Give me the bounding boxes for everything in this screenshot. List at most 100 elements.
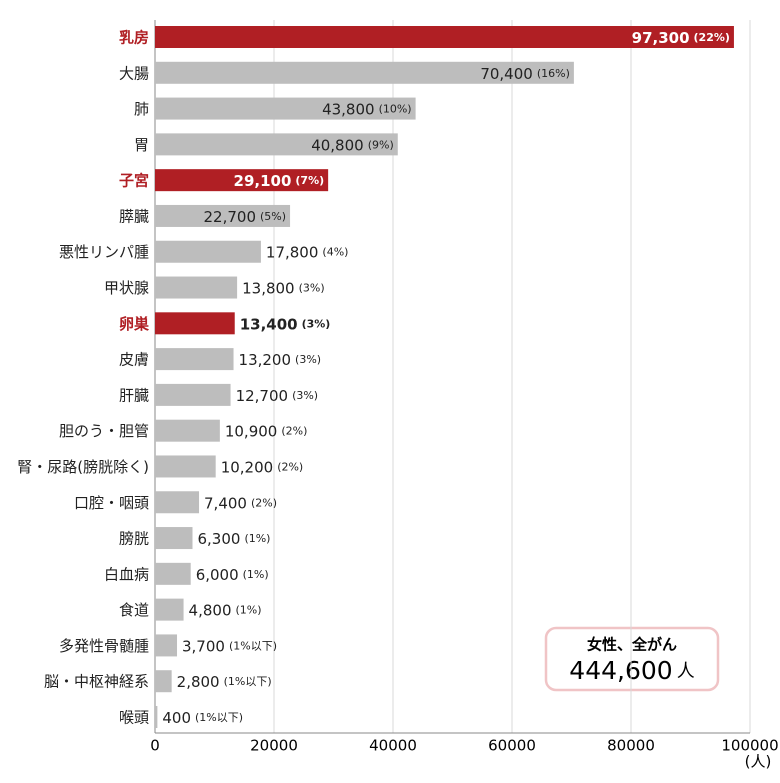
bar [155,455,216,478]
bar [155,634,178,657]
total-title: 女性、全がん [587,636,677,654]
value-text: 2,800 [177,673,220,691]
category-label: 口腔・咽頭 [74,494,149,512]
bar [155,133,398,156]
value-text: 4,800 [189,601,232,619]
x-tick-label: 60000 [488,737,536,755]
value-label: 17,800 (4%) [266,243,349,261]
percent-text: (10%) [379,103,412,116]
value-label: 22,700 (5%) [204,207,287,225]
value-label: 97,300 (22%) [632,29,730,47]
bar [155,61,574,84]
value-label: 40,800 (9%) [311,136,394,154]
value-text: 10,200 [221,458,274,476]
value-label: 43,800 (10%) [322,100,412,118]
percent-text: (2%) [281,425,307,438]
category-label: 胆のう・胆管 [59,422,149,440]
total-value: 444,600 [569,656,672,685]
value-text: 22,700 [204,207,257,225]
bar [155,670,172,693]
percent-text: (7%) [295,174,324,187]
category-label: 腎・尿路(膀胱除く) [17,458,149,476]
bar [155,312,235,335]
category-label: 膀胱 [119,530,149,548]
percent-text: (1%) [236,604,262,617]
value-label: 6,300 (1%) [197,530,270,548]
bar [155,169,329,192]
x-tick-label: 0 [150,737,160,755]
value-text: 10,900 [225,422,277,440]
percent-text: (1%以下) [224,675,272,688]
category-label: 胃 [134,136,149,154]
value-text: 6,000 [196,565,239,583]
bar [155,240,261,263]
x-tick-label: 40000 [369,737,417,755]
value-label: 29,100 (7%) [234,172,325,190]
category-label: 子宮 [119,172,149,190]
category-label: 多発性骨髄腫 [59,637,149,655]
percent-text: (1%) [244,532,270,545]
value-text: 6,300 [197,530,240,548]
category-label: 乳房 [119,29,149,47]
percent-text: (4%) [322,246,348,259]
bar [155,562,191,585]
value-text: 40,800 [311,136,364,154]
bar [155,491,200,514]
x-unit: (人) [745,753,772,771]
category-label: 膵臓 [119,207,149,225]
bar [155,706,158,728]
percent-text: (1%以下) [229,639,277,652]
value-label: 12,700 (3%) [236,386,319,404]
category-label: 大腸 [119,64,149,82]
percent-text: (3%) [295,353,321,366]
value-text: 29,100 [234,172,292,190]
bar [155,204,291,227]
x-tick-label: 20000 [250,737,298,755]
category-label: 脳・中枢神経系 [44,673,149,691]
grid: 0 20000 40000 60000 80000 100000 [150,20,779,755]
bar [155,383,231,406]
value-text: 17,800 [266,243,319,261]
value-text: 43,800 [322,100,375,118]
category-label: 肝臓 [119,386,149,404]
value-label: 13,800 (3%) [242,279,325,297]
bar [155,419,220,442]
value-label: 400 (1%以下) [162,709,243,727]
value-text: 13,200 [239,351,291,369]
percent-text: (16%) [537,67,570,80]
percent-text: (2%) [277,460,303,473]
percent-text: (9%) [368,138,394,151]
category-label: 甲状腺 [104,279,149,297]
percent-text: (5%) [260,210,286,223]
category-label: 喉頭 [119,709,149,727]
value-label: 10,900 (2%) [225,422,308,440]
value-text: 7,400 [204,494,247,512]
value-text: 97,300 [632,29,690,47]
value-label: 70,400 (16%) [480,64,570,82]
category-label: 食道 [119,601,149,619]
percent-text: (22%) [694,31,730,44]
percent-text: (3%) [299,282,325,295]
bar [155,598,184,621]
value-label: 3,700 (1%以下) [182,637,277,655]
category-label: 卵巣 [119,315,150,333]
value-label: 13,200 (3%) [239,351,322,369]
value-label: 7,400 (2%) [204,494,277,512]
category-label: 肺 [134,100,149,118]
category-label: 白血病 [104,565,149,583]
value-label: 4,800 (1%) [189,601,262,619]
percent-text: (1%) [243,568,269,581]
total-box [544,626,720,692]
bar [155,26,734,48]
total-unit: 人 [677,661,695,682]
percent-text: (3%) [302,317,331,330]
bar [155,97,416,120]
value-label: 2,800 (1%以下) [177,673,272,691]
x-tick-label: 80000 [607,737,655,755]
value-label: 6,000 (1%) [196,565,269,583]
category-label: 悪性リンパ腫 [59,243,149,261]
bar [155,276,238,299]
value-label: 13,400 (3%) [240,315,331,333]
bar [155,527,193,550]
